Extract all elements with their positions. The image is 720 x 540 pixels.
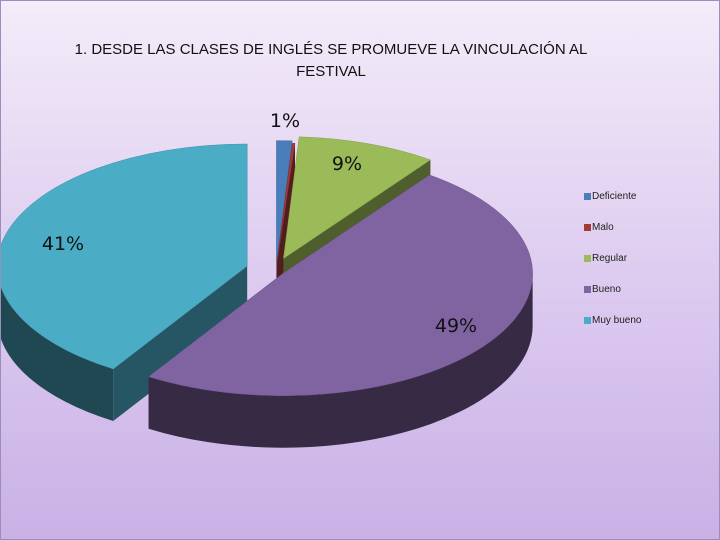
legend-label: Muy bueno [592,315,642,326]
pie-slice-top [276,140,293,263]
legend-swatch [584,286,591,293]
data-label-regular: 9% [332,153,362,175]
pie-slice-top [148,174,533,396]
pie-slice-muy-bueno [1,143,248,421]
pie-slice-wall [113,265,248,421]
legend-entry-deficiente: Deficiente [584,181,694,212]
legend-label: Regular [592,253,628,264]
pie-slice-bueno [148,174,533,448]
legend-entry-bueno: Bueno [584,274,694,305]
chart-title: 1. DESDE LAS CLASES DE INGLÉS SE PROMUEV… [74,41,588,80]
legend: Deficiente Malo Regular Bueno Muy bueno [584,181,694,336]
legend-swatch [584,317,591,324]
legend-entry-regular: Regular [584,243,694,274]
data-label-muy-bueno: 41% [42,233,84,255]
legend-entry-malo: Malo [584,212,694,243]
data-label-deficiente: 1% [270,110,300,132]
pie-slice-top [1,143,248,370]
data-label-bueno: 49% [435,315,477,337]
legend-label: Malo [592,222,614,233]
legend-label: Bueno [592,284,621,295]
pie-slice-top [276,142,296,266]
pie-slice-malo [276,142,296,318]
pie-slice-top [283,136,431,260]
pie-slice-wall [276,143,295,318]
legend-swatch [584,255,591,262]
pie-slice-side [1,286,114,421]
legend-swatch [584,193,591,200]
legend-swatch [584,224,591,231]
legend-entry-muy-bueno: Muy bueno [584,305,694,336]
pie-slice-side [148,273,533,448]
legend-label: Deficiente [592,191,637,202]
